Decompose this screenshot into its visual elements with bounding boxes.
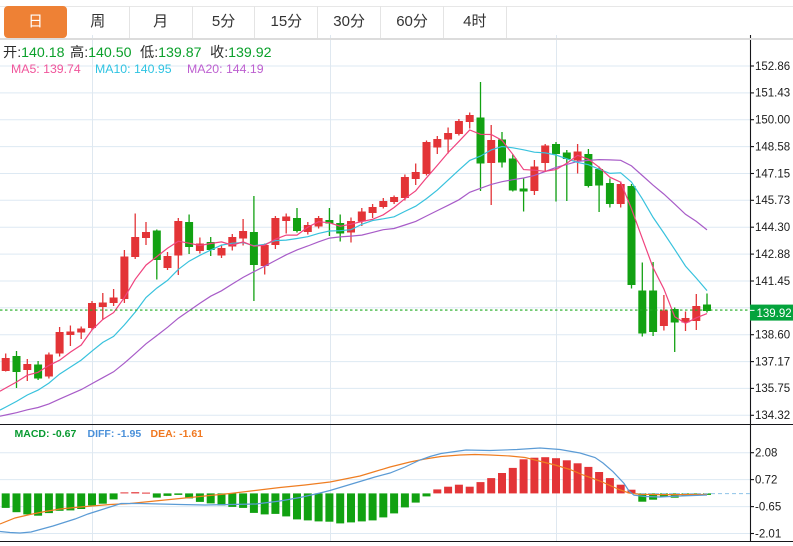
- svg-text:152.86: 152.86: [755, 61, 790, 73]
- svg-text:144.30: 144.30: [755, 222, 790, 234]
- svg-text:-0.65: -0.65: [755, 501, 781, 513]
- svg-text:137.17: 137.17: [755, 356, 790, 368]
- svg-text:138.60: 138.60: [755, 330, 790, 342]
- svg-text:147.15: 147.15: [755, 168, 790, 180]
- svg-text:142.88: 142.88: [755, 249, 790, 261]
- svg-text:141.45: 141.45: [755, 276, 790, 288]
- svg-text:151.43: 151.43: [755, 88, 790, 100]
- svg-text:0.72: 0.72: [755, 474, 777, 486]
- svg-text:135.75: 135.75: [755, 383, 790, 395]
- svg-text:134.32: 134.32: [755, 410, 790, 422]
- svg-text:2.08: 2.08: [755, 448, 777, 460]
- svg-text:139.92: 139.92: [757, 308, 792, 320]
- svg-text:150.00: 150.00: [755, 115, 790, 127]
- svg-text:148.58: 148.58: [755, 141, 790, 153]
- svg-text:145.73: 145.73: [755, 195, 790, 207]
- svg-text:-2.01: -2.01: [755, 528, 781, 540]
